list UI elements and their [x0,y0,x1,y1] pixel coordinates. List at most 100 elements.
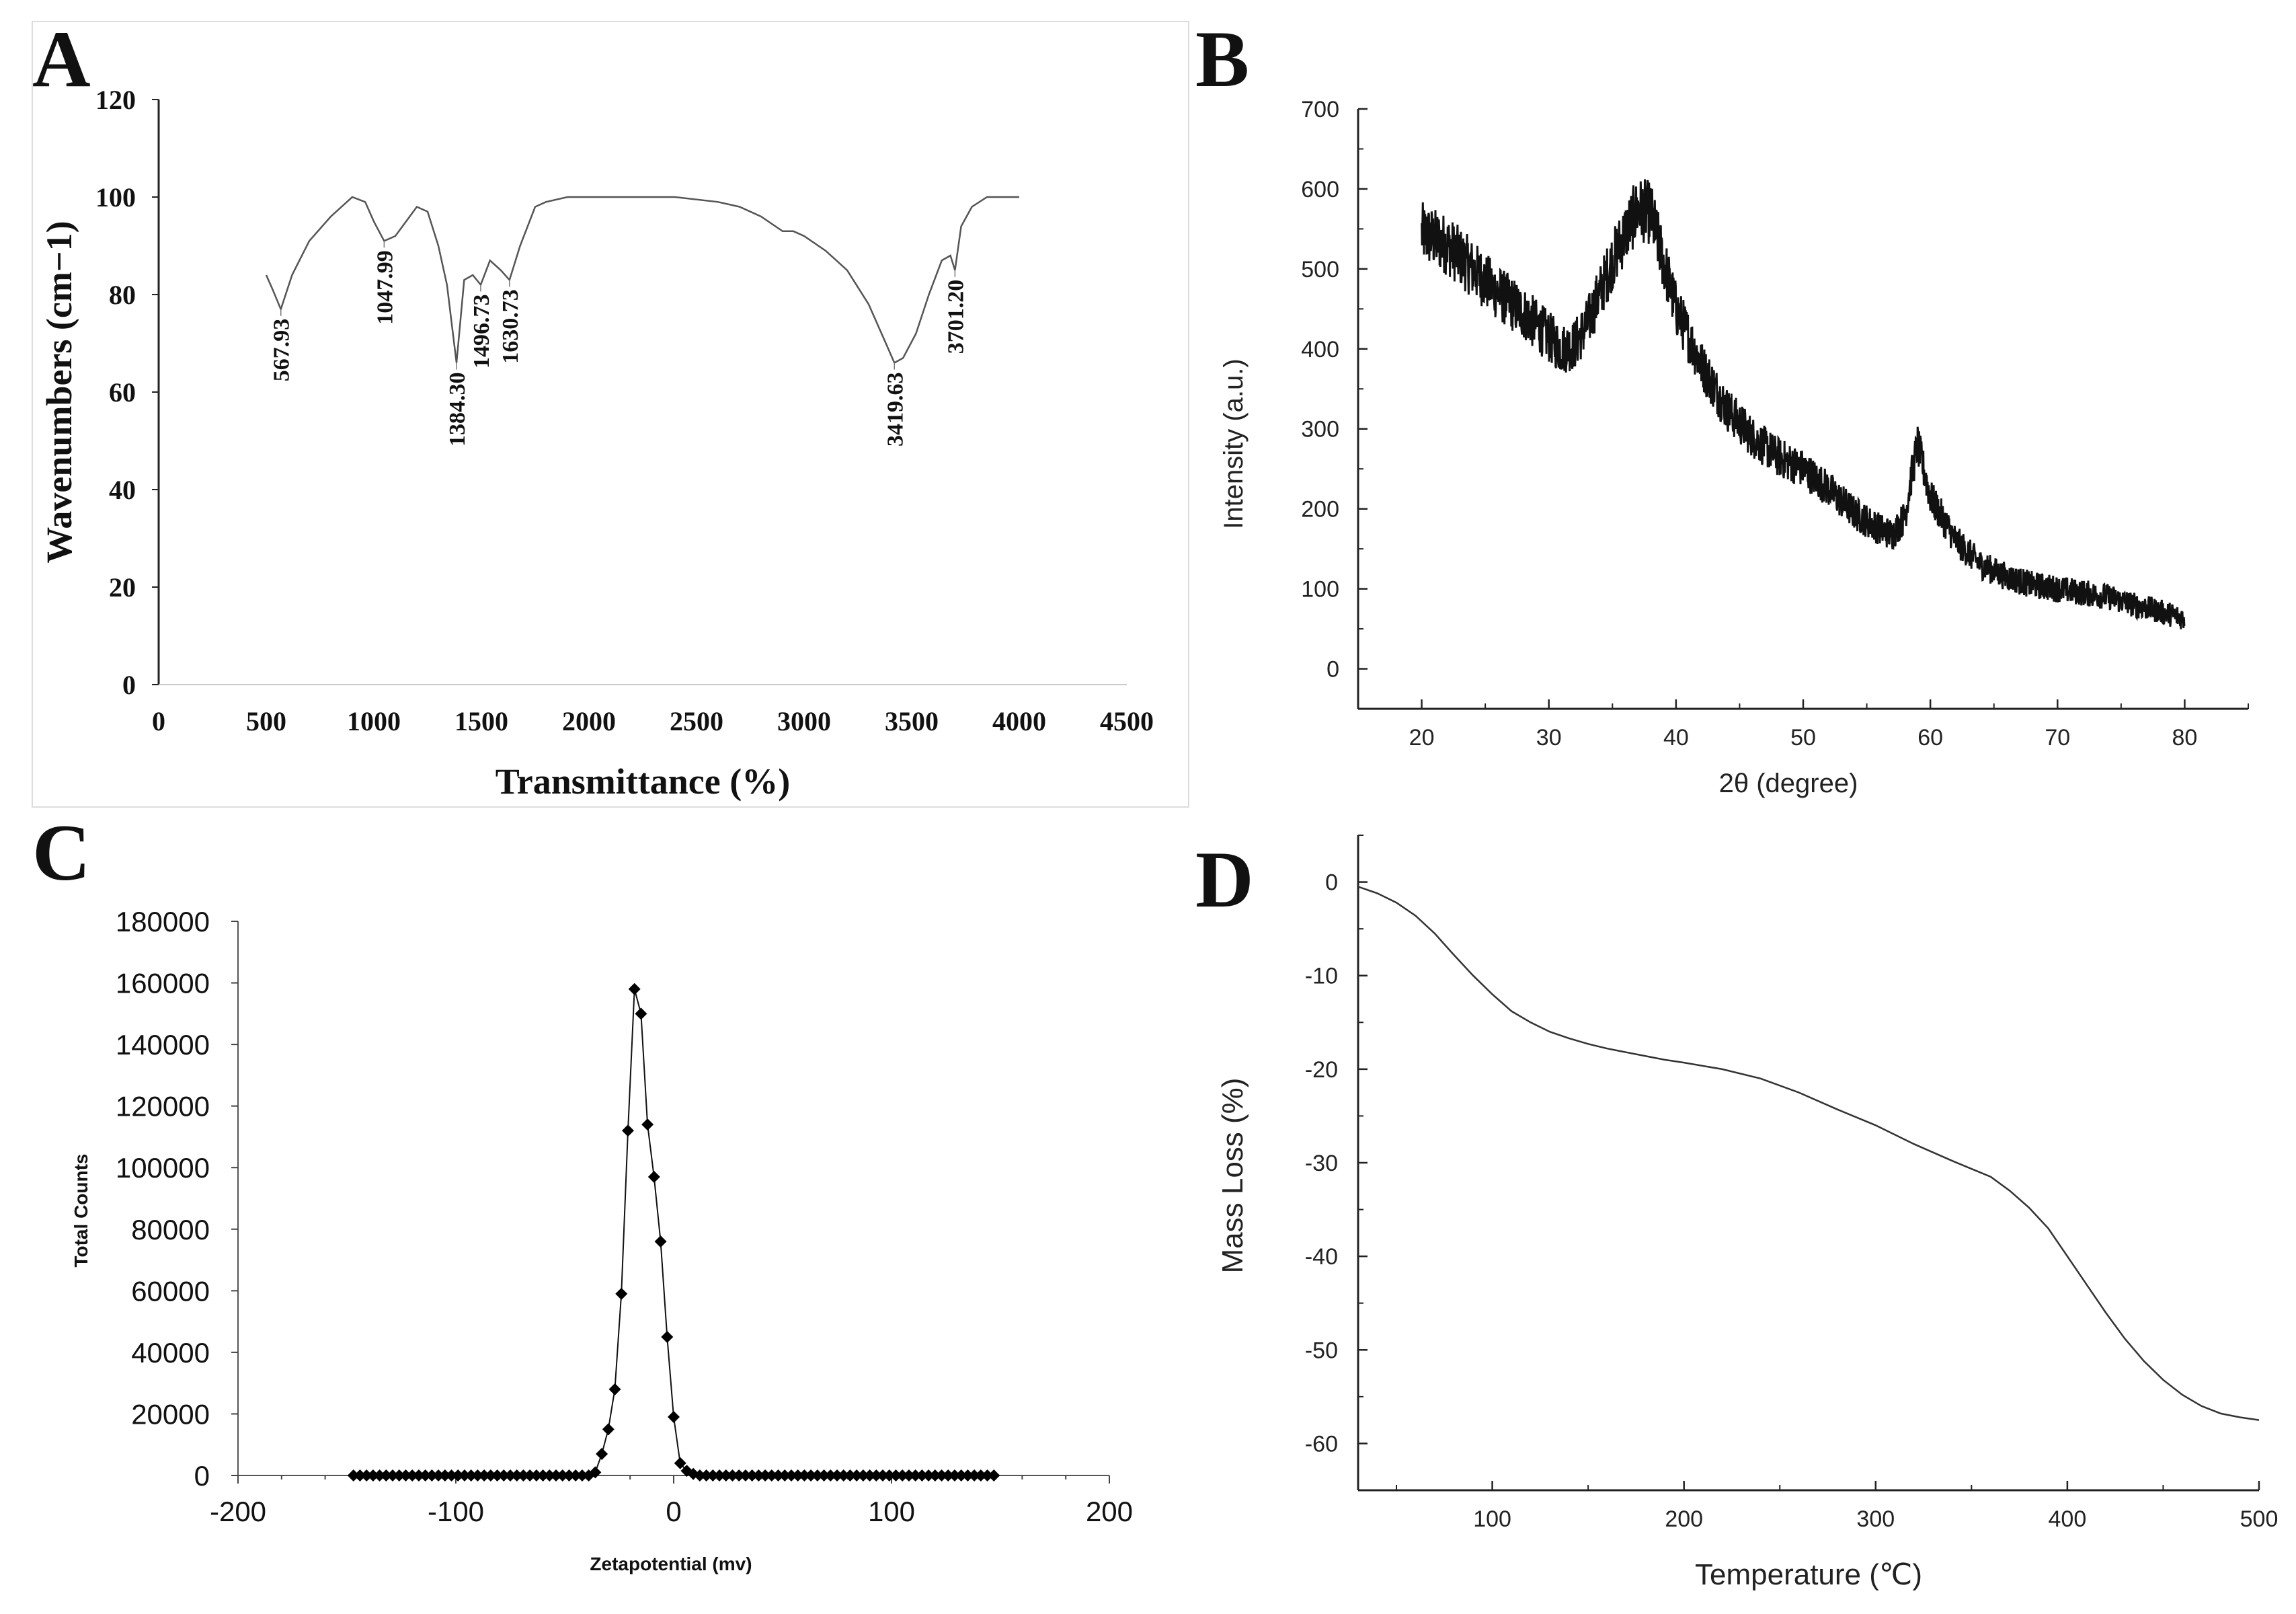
panel-c-diamond-point [438,1469,451,1482]
panel-a-x-tick-label: 1000 [347,706,401,736]
panel-c-diamond-point [491,1469,504,1482]
panel-a-y-ticks: 0 20 40 60 80 100 120 [95,85,159,700]
panel-b-x-label: 2θ (degree) [1719,769,1858,798]
panel-b-x-tick-label: 40 [1663,725,1689,751]
panel-c-diamond-point [961,1469,974,1482]
panel-c-y-tick-label: 0 [194,1460,210,1492]
panel-a-letter: A [32,14,91,104]
panel-c-diamond-point [654,1235,667,1248]
panel-c-diamond-point [412,1469,425,1482]
panel-c-diamond-point [498,1469,510,1482]
panel-b-y-label: Intensity (a.u.) [1219,358,1249,529]
panel-b-y-tick-label: 0 [1327,657,1339,683]
panel-c-diamond-point [733,1469,746,1482]
panel-c-diamond-point [955,1469,967,1482]
panel-a-peak-label: 1384.30 [445,373,470,447]
panel-a-x-tick-label: 3500 [885,706,939,736]
panel-c-diamond-point [543,1469,556,1482]
panel-b-y-tick-label: 100 [1301,577,1339,603]
panel-b-y-tick-label: 600 [1301,177,1339,202]
panel-a-spectrum-line [265,196,1019,364]
panel-c-y-tick-label: 60000 [131,1275,210,1307]
panel-c-y-tick-label: 180000 [116,906,210,937]
panel-c-diamond-point [877,1469,889,1482]
panel-c-diamond-point [596,1447,608,1460]
panel-b-x-ticks: 20 30 40 50 60 70 80 [1357,699,2249,751]
panel-c-diamond-point [556,1469,569,1482]
panel-a-peak-label: 1630.73 [498,289,523,364]
panel-b-x-tick-label: 80 [2172,725,2198,751]
panel-c-diamond-point [426,1469,438,1482]
panel-c-diamond-point [902,1469,915,1482]
panel-c-diamond-point [863,1469,876,1482]
panel-c-diamond-point [765,1469,778,1482]
panel-b-y-tick-label: 200 [1301,497,1339,523]
panel-c-y-tick-label: 160000 [116,968,210,999]
panel-c-diamond-point [387,1469,399,1482]
panel-c-diamond-point [563,1469,576,1482]
panel-d-x-tick-label: 500 [2240,1506,2279,1532]
panel-a-x-tick-label: 1500 [454,706,508,736]
panel-d-y-tick-label: -40 [1305,1244,1338,1270]
panel-c-diamond-point [785,1469,797,1482]
panel-c-diamond-point [628,983,641,995]
panel-d-letter: D [1195,835,1254,924]
panel-d-y-tick-label: -10 [1305,964,1338,989]
panel-a-x-tick-label: 500 [246,706,286,736]
panel-b-x-tick-label: 70 [2045,725,2070,751]
panel-a-y-tick-label: 100 [95,182,136,213]
panel-c-diamond-point [484,1469,497,1482]
panel-c-x-ticks: -200 -100 0 100 200 [210,1475,1133,1527]
panel-c-diamond-point [935,1469,948,1482]
panel-c-diamond-point [896,1469,909,1482]
panel-a-peak-label: 3701.20 [943,280,968,354]
panel-d-y-tick-label: -50 [1305,1338,1338,1363]
panel-a-peak-label: 3419.63 [883,373,908,447]
panel-a-peak-label: 1047.99 [372,250,397,325]
panel-c-diamond-point [772,1469,785,1482]
panel-a-x-tick-label: 2000 [562,706,616,736]
panel-a-frame [32,21,1189,808]
panel-c-diamond-point [791,1469,804,1482]
panel-c-diamond-point [419,1469,432,1482]
panel-c-y-tick-label: 120000 [116,1091,210,1122]
panel-d-y-tick-label: -60 [1305,1431,1338,1457]
panel-c-x-tick-label: 0 [666,1496,681,1527]
panel-d-x-tick-label: 200 [1665,1506,1703,1532]
panel-c-diamond-point [928,1469,941,1482]
panel-d-y-label: Mass Loss (%) [1216,1078,1249,1274]
panel-c-diamond-point [380,1469,393,1482]
panel-c-data-points [347,983,1000,1482]
panel-b-x-tick-label: 50 [1790,725,1816,751]
panel-c-diamond-point [452,1469,465,1482]
panel-a-peak-labels: 567.93 1047.99 1384.30 1496.73 1630.73 3419.6… [270,241,968,447]
panel-a-y-tick-label: 20 [109,572,136,603]
panel-b-y-ticks: 0 100 200 300 400 500 600 700 [1301,97,1368,683]
panel-a-x-label: Transmittance (%) [496,761,790,802]
panel-c-diamond-point [668,1411,680,1424]
panel-c-diamond-point [883,1469,896,1482]
panel-d-y-tick-label: -30 [1305,1151,1338,1176]
panel-c-diamond-point [550,1469,563,1482]
panel-b-x-tick-label: 60 [1917,725,1943,751]
panel-c-diamond-point [354,1469,366,1482]
panel-c-x-tick-label: 100 [868,1496,915,1527]
panel-c-diamond-point [576,1469,588,1482]
panel-c-diamond-point [909,1469,922,1482]
panel-d-y-tick-label: -20 [1305,1057,1338,1083]
panel-c-diamond-point [837,1469,850,1482]
panel-a-x-tick-label: 0 [152,706,165,736]
panel-c-diamond-point [968,1469,981,1482]
panel-c-diamond-point [465,1469,477,1482]
panel-c-diamond-point [432,1469,445,1482]
panel-c-x-tick-label: -100 [428,1496,484,1527]
panel-c-diamond-point [739,1469,752,1482]
panel-c-diamond-point [988,1469,1000,1482]
panel-c-x-tick-label: 200 [1086,1496,1133,1527]
panel-a-y-tick-label: 80 [109,280,136,310]
panel-c-diamond-point [916,1469,928,1482]
panel-c-y-tick-label: 40000 [131,1337,210,1369]
panel-c-diamond-point [948,1469,961,1482]
panel-c-diamond-point [752,1469,765,1482]
